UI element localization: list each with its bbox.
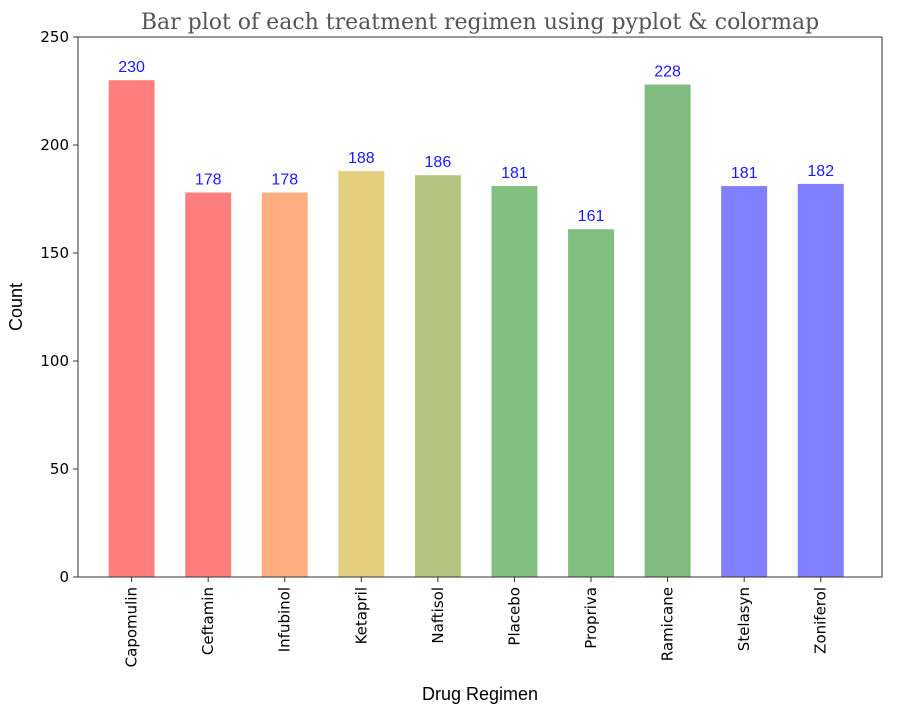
data-label-ketapril: 188: [348, 150, 375, 167]
x-tick-label-ketapril: Ketapril: [352, 587, 370, 644]
data-label-ceftamin: 178: [195, 172, 222, 189]
x-tick-label-ramicane: Ramicane: [659, 587, 677, 661]
x-tick-label-infubinol: Infubinol: [276, 587, 294, 652]
bar-placebo: [491, 186, 538, 578]
bars-group: [108, 80, 844, 578]
x-tick-label-zoniferol: Zoniferol: [812, 587, 830, 654]
bar-stelasyn: [721, 186, 768, 578]
data-label-infubinol: 178: [271, 172, 298, 189]
y-axis-label: Count: [6, 283, 26, 331]
y-tick-label: 200: [40, 136, 69, 154]
bar-ketapril: [338, 170, 385, 578]
x-tick-label-propriva: Propriva: [582, 587, 600, 649]
y-axis: 0 50 100 150 200 250: [40, 28, 78, 586]
y-tick-label: 0: [59, 568, 69, 586]
bar-infubinol: [261, 192, 308, 577]
y-tick-label: 100: [40, 352, 69, 370]
y-tick-label: 50: [50, 460, 69, 478]
x-tick-label-placebo: Placebo: [505, 587, 523, 646]
bar-zoniferol: [797, 183, 844, 577]
bar-propriva: [568, 229, 614, 578]
plot-frame: [77, 36, 883, 578]
bar-naftisol: [414, 175, 461, 578]
data-labels-group: 230 178 178 188 186 181 161 228 181 182: [118, 59, 834, 225]
data-label-capomulin: 230: [118, 59, 145, 76]
data-label-placebo: 181: [501, 165, 528, 182]
x-tick-label-ceftamin: Ceftamin: [199, 587, 217, 655]
data-label-ramicane: 228: [654, 64, 681, 81]
x-tick-label-naftisol: Naftisol: [429, 587, 447, 644]
bar-ceftamin: [185, 192, 232, 577]
x-tick-label-stelasyn: Stelasyn: [735, 587, 753, 651]
x-axis: Capomulin Ceftamin Infubinol Ketapril Naftis…: [123, 577, 830, 667]
chart-title: Bar plot of each treatment regimen using…: [141, 10, 819, 35]
x-axis-label: Drug Regimen: [422, 684, 538, 704]
data-label-propriva: 161: [578, 208, 605, 225]
data-label-stelasyn: 181: [731, 165, 758, 182]
data-label-naftisol: 186: [425, 154, 452, 171]
data-label-zoniferol: 182: [807, 163, 834, 180]
x-tick-label-capomulin: Capomulin: [123, 587, 141, 667]
y-tick-label: 150: [40, 244, 69, 262]
y-tick-label: 250: [40, 28, 69, 46]
bar-ramicane: [644, 84, 691, 578]
bar-capomulin: [108, 80, 155, 577]
